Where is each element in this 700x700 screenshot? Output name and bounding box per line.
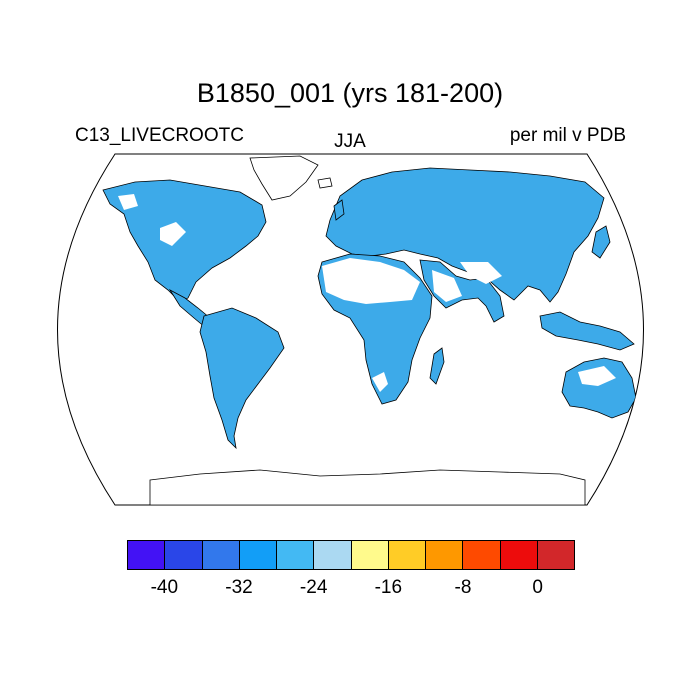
- southeast-asia-islands: [539, 311, 635, 351]
- north-america: [102, 179, 267, 303]
- colorbar-tick-label: 0: [532, 577, 543, 598]
- greenland: [249, 155, 319, 201]
- units-label: per mil v PDB: [509, 125, 626, 146]
- eurasia: [325, 167, 605, 303]
- colorbar-box-9: [463, 541, 501, 569]
- colorbar-box-5: [314, 541, 352, 569]
- plot-title: B1850_001 (yrs 181-200): [196, 78, 504, 108]
- colorbar-box-11: [537, 541, 574, 569]
- madagascar: [429, 347, 445, 385]
- colorbar-box-6: [351, 541, 389, 569]
- colorbar-box-2: [202, 541, 240, 569]
- colorbar-box-7: [388, 541, 426, 569]
- colorbar-tick-label: -32: [225, 577, 253, 598]
- colorbar-box-0: [128, 541, 166, 569]
- missing-data: [118, 194, 616, 392]
- colorbar-box-1: [165, 541, 203, 569]
- new-zealand: [654, 404, 670, 432]
- great-britain: [333, 199, 345, 221]
- japan: [591, 225, 611, 259]
- colorbar-box-3: [239, 541, 277, 569]
- colorbar-tick-label: -8: [454, 577, 472, 598]
- colorbar-tick-label: -40: [150, 577, 179, 598]
- season-label: JJA: [334, 131, 366, 152]
- variable-label: C13_LIVECROOTC: [75, 125, 244, 146]
- land-field: [102, 155, 670, 505]
- colorbar-tick-label: -16: [374, 577, 403, 598]
- colorbar-box-10: [500, 541, 538, 569]
- colorbar: [127, 540, 575, 570]
- colorbar-box-8: [426, 541, 464, 569]
- south-america: [199, 307, 285, 450]
- colorbar-box-4: [277, 541, 315, 569]
- colorbar-tick-label: -24: [299, 577, 328, 598]
- antarctica: [149, 469, 586, 505]
- iceland: [317, 177, 333, 189]
